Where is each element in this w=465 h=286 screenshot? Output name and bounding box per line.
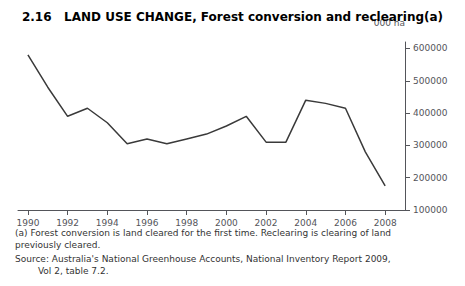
svg-text:1994: 1994	[96, 218, 119, 228]
svg-text:1992: 1992	[56, 218, 79, 228]
svg-text:200000: 200000	[413, 173, 448, 183]
svg-text:300000: 300000	[413, 140, 448, 150]
svg-text:Vol 2, table 7.2.: Vol 2, table 7.2.	[15, 266, 109, 276]
svg-text:400000: 400000	[413, 108, 448, 118]
svg-text:1998: 1998	[175, 218, 198, 228]
svg-text:1990: 1990	[16, 218, 39, 228]
svg-text:2002: 2002	[255, 218, 278, 228]
svg-text:previously cleared.: previously cleared.	[15, 240, 100, 250]
svg-text:2.16 LAND USE CHANGE, Forest: 2.16 LAND USE CHANGE, Forest conversion …	[22, 10, 443, 24]
svg-text:600000: 600000	[413, 43, 448, 53]
svg-text:2008: 2008	[374, 218, 397, 228]
svg-text:2000: 2000	[215, 218, 238, 228]
svg-text:2006: 2006	[334, 218, 357, 228]
svg-text:2004: 2004	[294, 218, 317, 228]
svg-text:(a) Forest conversion is land: (a) Forest conversion is land cleared fo…	[15, 228, 391, 238]
svg-text:500000: 500000	[413, 76, 448, 86]
svg-text:Source: Australia's National G: Source: Australia's National Greenhouse …	[15, 254, 391, 264]
svg-text:1996: 1996	[136, 218, 159, 228]
svg-text:100000: 100000	[413, 205, 448, 215]
